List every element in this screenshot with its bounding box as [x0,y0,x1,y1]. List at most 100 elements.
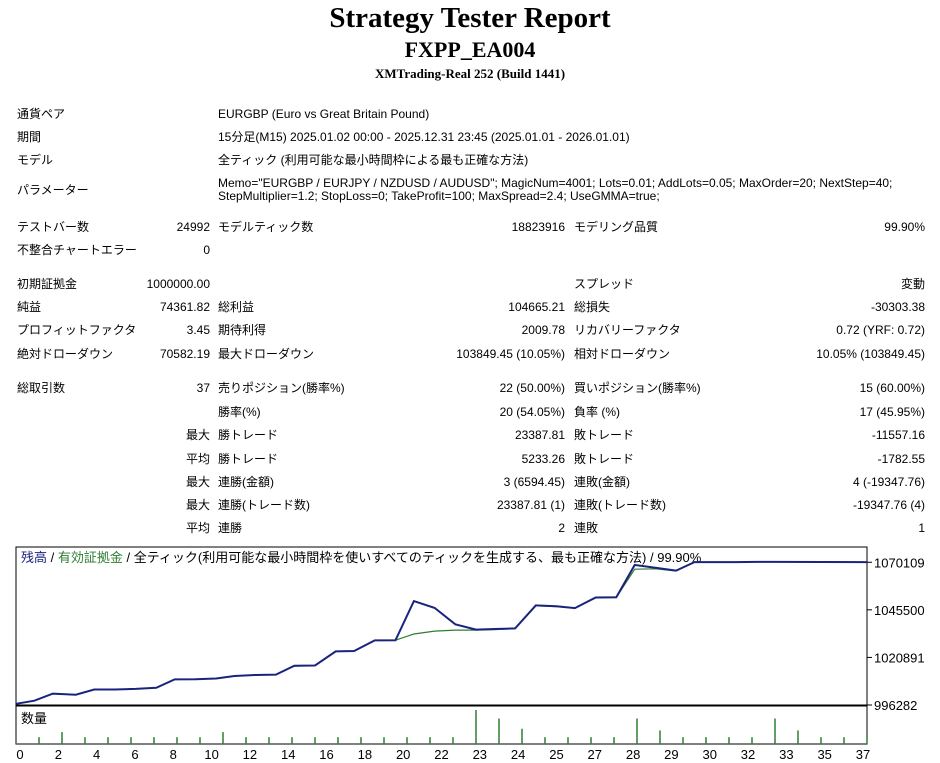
ticks-value: 18823916 [511,220,565,234]
y-tick-label: 1070109 [874,555,925,570]
avg-cons-win-label: 連勝 [218,521,243,535]
max-loss-value: -11557.16 [871,428,925,442]
avg-prefix-2: 平均 [185,521,210,535]
net-label: 純益 [17,300,42,314]
spread-label: スプレッド [574,277,635,291]
win-rate-label: 勝率(%) [218,405,261,419]
cons-win-cnt-value: 23387.81 (1) [496,498,565,512]
legend-balance: 残高 [21,550,47,565]
legend-rest: / 全ティック(利用可能な最小時間枠を使いすべてのティックを生成する、最も正確な… [123,550,702,565]
cons-loss-cnt-label: 連敗(トレード数) [574,498,666,512]
param-label: パラメーター [17,183,89,197]
chart-legend: 残高 / 有効証拠金 / 全ティック(利用可能な最小時間枠を使いすべてのティック… [21,550,702,565]
ticks-label: モデルティック数 [218,220,314,234]
pair-label: 通貨ペア [17,107,66,121]
model-value: 全ティック (利用可能な最小時間枠による最も正確な方法) [218,153,529,167]
deposit-label: 初期証拠金 [17,277,78,291]
avg-loss-value: -1782.55 [877,452,925,466]
report-title: Strategy Tester Report [329,2,611,34]
bars-label: テストバー数 [17,220,90,234]
win-rate-value: 20 (54.05%) [499,405,565,419]
cons-win-cnt-label: 連勝(トレード数) [218,498,310,512]
rel-dd-label: 相対ドローダウン [574,347,671,361]
expected-label: 期待利得 [218,323,267,337]
trades-value: 37 [196,381,210,395]
x-tick-label: 24 [511,747,525,762]
deposit-value: 1000000.00 [146,277,210,291]
avg-loss-label: 敗トレード [574,452,635,466]
period-value: 15分足(M15) 2025.01.02 00:00 - 2025.12.31 … [218,130,630,144]
quality-label: モデリング品質 [574,220,659,234]
x-tick-label: 20 [396,747,410,762]
short-label: 売りポジション(勝率%) [218,381,345,395]
pf-label: プロフィットファクタ [17,323,137,337]
cons-win-amt-label: 連勝(金額) [218,475,274,489]
avg-cons-loss-label: 連敗 [574,521,599,535]
ea-name: FXPP_EA004 [404,37,536,62]
y-tick-label: 1020891 [874,650,925,665]
x-tick-label: 28 [626,747,640,762]
avg-win-value: 5233.26 [521,452,565,466]
mismatch-value: 0 [203,243,210,257]
x-tick-label: 25 [549,747,563,762]
expected-value: 2009.78 [521,323,565,337]
mismatch-label: 不整合チャートエラー [17,243,137,257]
cons-loss-cnt-value: -19347.76 (4) [852,498,925,512]
param-value: Memo="EURGBP / EURJPY / NZDUSD / AUDUSD"… [218,176,893,203]
x-tick-label: 29 [664,747,678,762]
avg-prefix: 平均 [185,452,210,466]
abs-dd-label: 絶対ドローダウン [17,347,114,361]
x-tick-label: 35 [817,747,831,762]
x-tick-label: 33 [779,747,793,762]
server-build: XMTrading-Real 252 (Build 1441) [374,66,566,81]
net-value: 74361.82 [159,300,210,314]
gross-profit-label: 総利益 [218,300,255,314]
max-win-label: 勝トレード [218,428,279,442]
short-value: 22 (50.00%) [499,381,565,395]
quality-value: 99.90% [884,220,925,234]
bars-value: 24992 [176,220,210,234]
model-label: モデル [17,153,54,167]
x-tick-label: 6 [131,747,138,762]
rel-dd-value: 10.05% (103849.45) [816,347,925,361]
recovery-label: リカバリーファクタ [574,323,681,337]
x-tick-label: 27 [588,747,602,762]
balance-line [15,560,868,705]
max-prefix: 最大 [185,428,210,442]
avg-cons-loss-value: 1 [918,521,925,535]
cons-win-amt-value: 3 (6594.45) [503,475,565,489]
legend-equity: 有効証拠金 [58,550,123,565]
long-value: 15 (60.00%) [859,381,925,395]
x-tick-label: 23 [473,747,487,762]
y-tick-label: 996282 [874,698,917,713]
legend-sep: / [47,550,58,565]
period-label: 期間 [17,130,42,144]
cons-loss-amt-value: 4 (-19347.76) [852,475,925,489]
max-dd-value: 103849.45 (10.05%) [456,347,565,361]
x-tick-label: 10 [204,747,218,762]
avg-cons-win-value: 2 [558,521,565,535]
x-tick-label: 16 [319,747,333,762]
pair-value: EURGBP (Euro vs Great Britain Pound) [218,107,430,121]
pf-value: 3.45 [186,323,210,337]
loss-rate-label: 負率 (%) [574,405,620,419]
x-tick-label: 8 [170,747,177,762]
x-tick-label: 18 [358,747,372,762]
gross-loss-label: 総損失 [574,300,611,314]
x-tick-label: 14 [281,747,295,762]
trades-label: 総取引数 [17,381,66,395]
abs-dd-value: 70582.19 [159,347,210,361]
max-win-value: 23387.81 [514,428,565,442]
volume-plot-frame [15,705,868,745]
max-prefix-3: 最大 [185,498,210,512]
max-prefix-2: 最大 [185,475,210,489]
x-tick-label: 4 [93,747,100,762]
y-tick-label: 1045500 [874,603,925,618]
loss-rate-value: 17 (45.95%) [859,405,925,419]
balance-chart: 残高 / 有効証拠金 / 全ティック(利用可能な最小時間枠を使いすべてのティック… [15,546,925,762]
gross-loss-value: -30303.38 [870,300,925,314]
max-dd-label: 最大ドローダウン [218,347,315,361]
x-tick-label: 12 [243,747,257,762]
recovery-value: 0.72 (YRF: 0.72) [836,323,925,337]
volume-label: 数量 [21,711,47,726]
